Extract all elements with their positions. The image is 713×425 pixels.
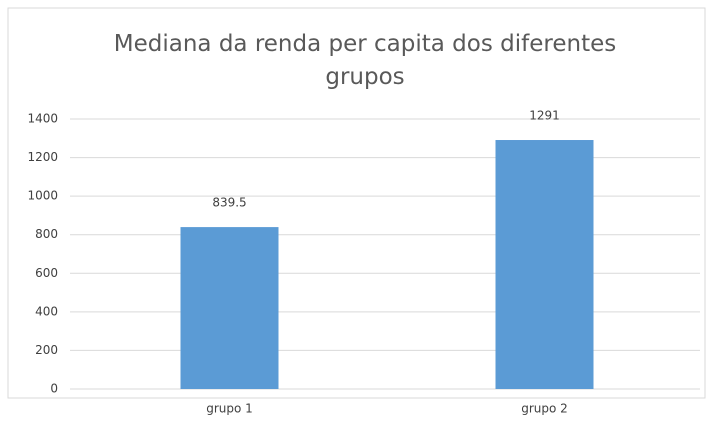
bar: [180, 227, 279, 389]
y-tick-label: 600: [35, 266, 58, 280]
x-tick-label: grupo 2: [521, 402, 568, 416]
bar: [495, 140, 594, 389]
y-tick-label: 1200: [27, 150, 58, 164]
data-label: 839.5: [212, 196, 246, 210]
y-tick-label: 400: [35, 304, 58, 318]
y-tick-label: 1400: [27, 112, 58, 126]
y-tick-label: 0: [50, 382, 58, 396]
y-tick-label: 200: [35, 343, 58, 357]
y-tick-label: 800: [35, 227, 58, 241]
data-label: 1291: [529, 109, 560, 123]
y-tick-label: 1000: [27, 189, 58, 203]
chart-title: Mediana da renda per capita dos diferent…: [113, 31, 617, 90]
x-tick-label: grupo 1: [206, 402, 253, 416]
